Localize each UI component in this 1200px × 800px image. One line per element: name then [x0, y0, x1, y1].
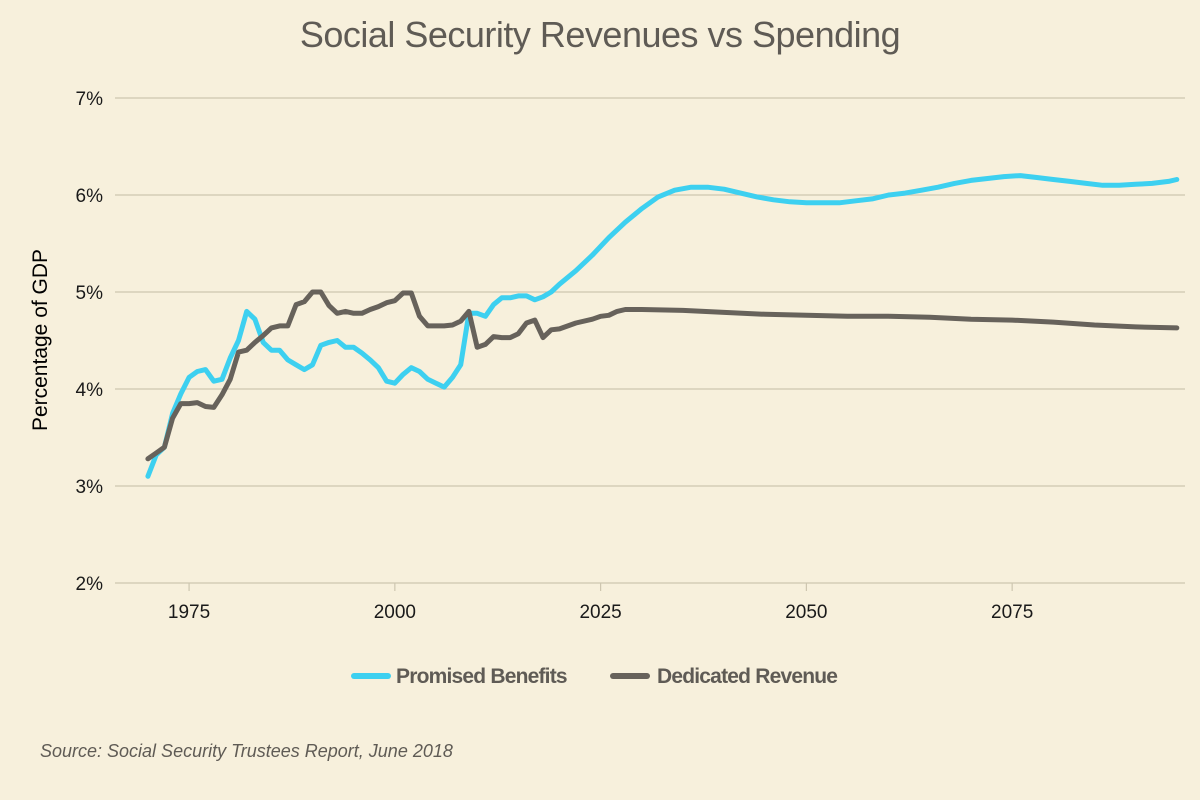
x-tick-label: 2025 [579, 602, 621, 623]
x-tick-label: 1975 [168, 602, 210, 623]
legend-label-promised-benefits: Promised Benefits [396, 665, 567, 688]
y-tick-label: 3% [76, 477, 104, 498]
y-tick-label: 6% [76, 186, 104, 207]
y-tick-label: 5% [76, 283, 104, 304]
series-line-promised-benefits [145, 173, 1180, 479]
y-axis-title: Percentage of GDP [29, 249, 52, 431]
x-tick-label: 2075 [991, 602, 1033, 623]
x-tick-label: 2000 [374, 602, 416, 623]
y-tick-label: 2% [76, 574, 104, 595]
legend-label-dedicated-revenue: Dedicated Revenue [657, 665, 837, 688]
x-axis-ticks: 1975 2000 2025 2050 2075 [168, 583, 1033, 623]
y-tick-label: 7% [76, 89, 104, 110]
legend: Promised Benefits Dedicated Revenue [351, 665, 838, 688]
x-tick-label: 2050 [785, 602, 827, 623]
series-line-dedicated-revenue [145, 289, 1180, 462]
gridlines [115, 97, 1185, 584]
y-axis-ticks: 2% 3% 4% 5% 6% 7% [76, 89, 104, 595]
series-lines [145, 173, 1180, 479]
y-tick-label: 4% [76, 380, 104, 401]
source-note: Source: Social Security Trustees Report,… [40, 741, 453, 761]
chart-title: Social Security Revenues vs Spending [299, 14, 901, 55]
